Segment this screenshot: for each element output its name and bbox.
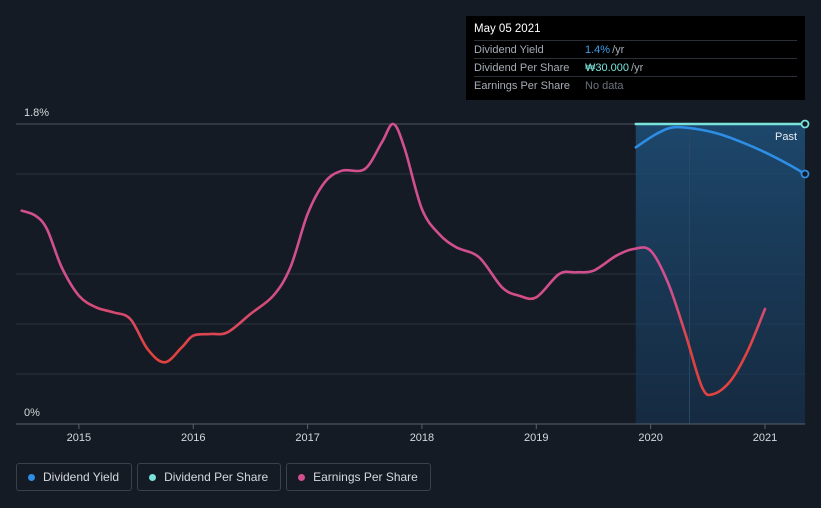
tooltip: May 05 2021 Dividend Yield 1.4% /yr Divi… [466, 16, 805, 100]
series-endpoint-dividend-per-share [800, 119, 810, 129]
tooltip-unit: /yr [612, 43, 625, 56]
legend: Dividend Yield Dividend Per Share Earnin… [16, 463, 431, 491]
x-tick-label: 2016 [181, 432, 205, 444]
y-tick-label: 1.8% [24, 107, 49, 119]
legend-item-dividend-yield[interactable]: Dividend Yield [16, 463, 133, 491]
series-line-dividend-yield [634, 125, 807, 176]
legend-label: Dividend Per Share [164, 470, 269, 484]
y-tick-label: 0% [24, 407, 40, 419]
legend-dot-icon [298, 473, 306, 481]
tooltip-label: Dividend Per Share [474, 61, 570, 74]
x-tick-label: 2018 [410, 432, 434, 444]
x-tick-label: 2020 [638, 432, 662, 444]
legend-dot-icon [28, 473, 35, 481]
tooltip-row-dividend-yield: Dividend Yield 1.4% /yr [474, 40, 797, 58]
series-endpoint-dividend-yield [800, 169, 810, 179]
forecast-label: Past [775, 131, 797, 143]
tooltip-label: Earnings Per Share [474, 79, 570, 92]
x-tick-label: 2017 [295, 432, 319, 444]
tooltip-value: ₩30.000 [585, 61, 630, 74]
tooltip-date: May 05 2021 [474, 23, 541, 35]
x-tick-label: 2015 [67, 432, 91, 444]
legend-label: Dividend Yield [43, 470, 120, 484]
tooltip-label: Dividend Yield [474, 43, 544, 56]
legend-dot-icon [149, 473, 157, 481]
forecast-region [635, 124, 805, 424]
x-tick-label: 2019 [524, 432, 548, 444]
legend-item-dividend-per-share[interactable]: Dividend Per Share [137, 463, 282, 491]
tooltip-unit: /yr [631, 61, 644, 74]
legend-label: Earnings Per Share [313, 470, 418, 484]
tooltip-value: No data [585, 79, 624, 92]
tooltip-value: 1.4% [585, 43, 611, 56]
x-tick-label: 2021 [753, 432, 777, 444]
tooltip-row-dividend-per-share: Dividend Per Share ₩30.000 /yr [474, 58, 797, 76]
legend-item-earnings-per-share[interactable]: Earnings Per Share [286, 463, 431, 491]
tooltip-row-earnings-per-share: Earnings Per Share No data [474, 76, 797, 94]
series-line-earnings-per-share [20, 122, 767, 397]
